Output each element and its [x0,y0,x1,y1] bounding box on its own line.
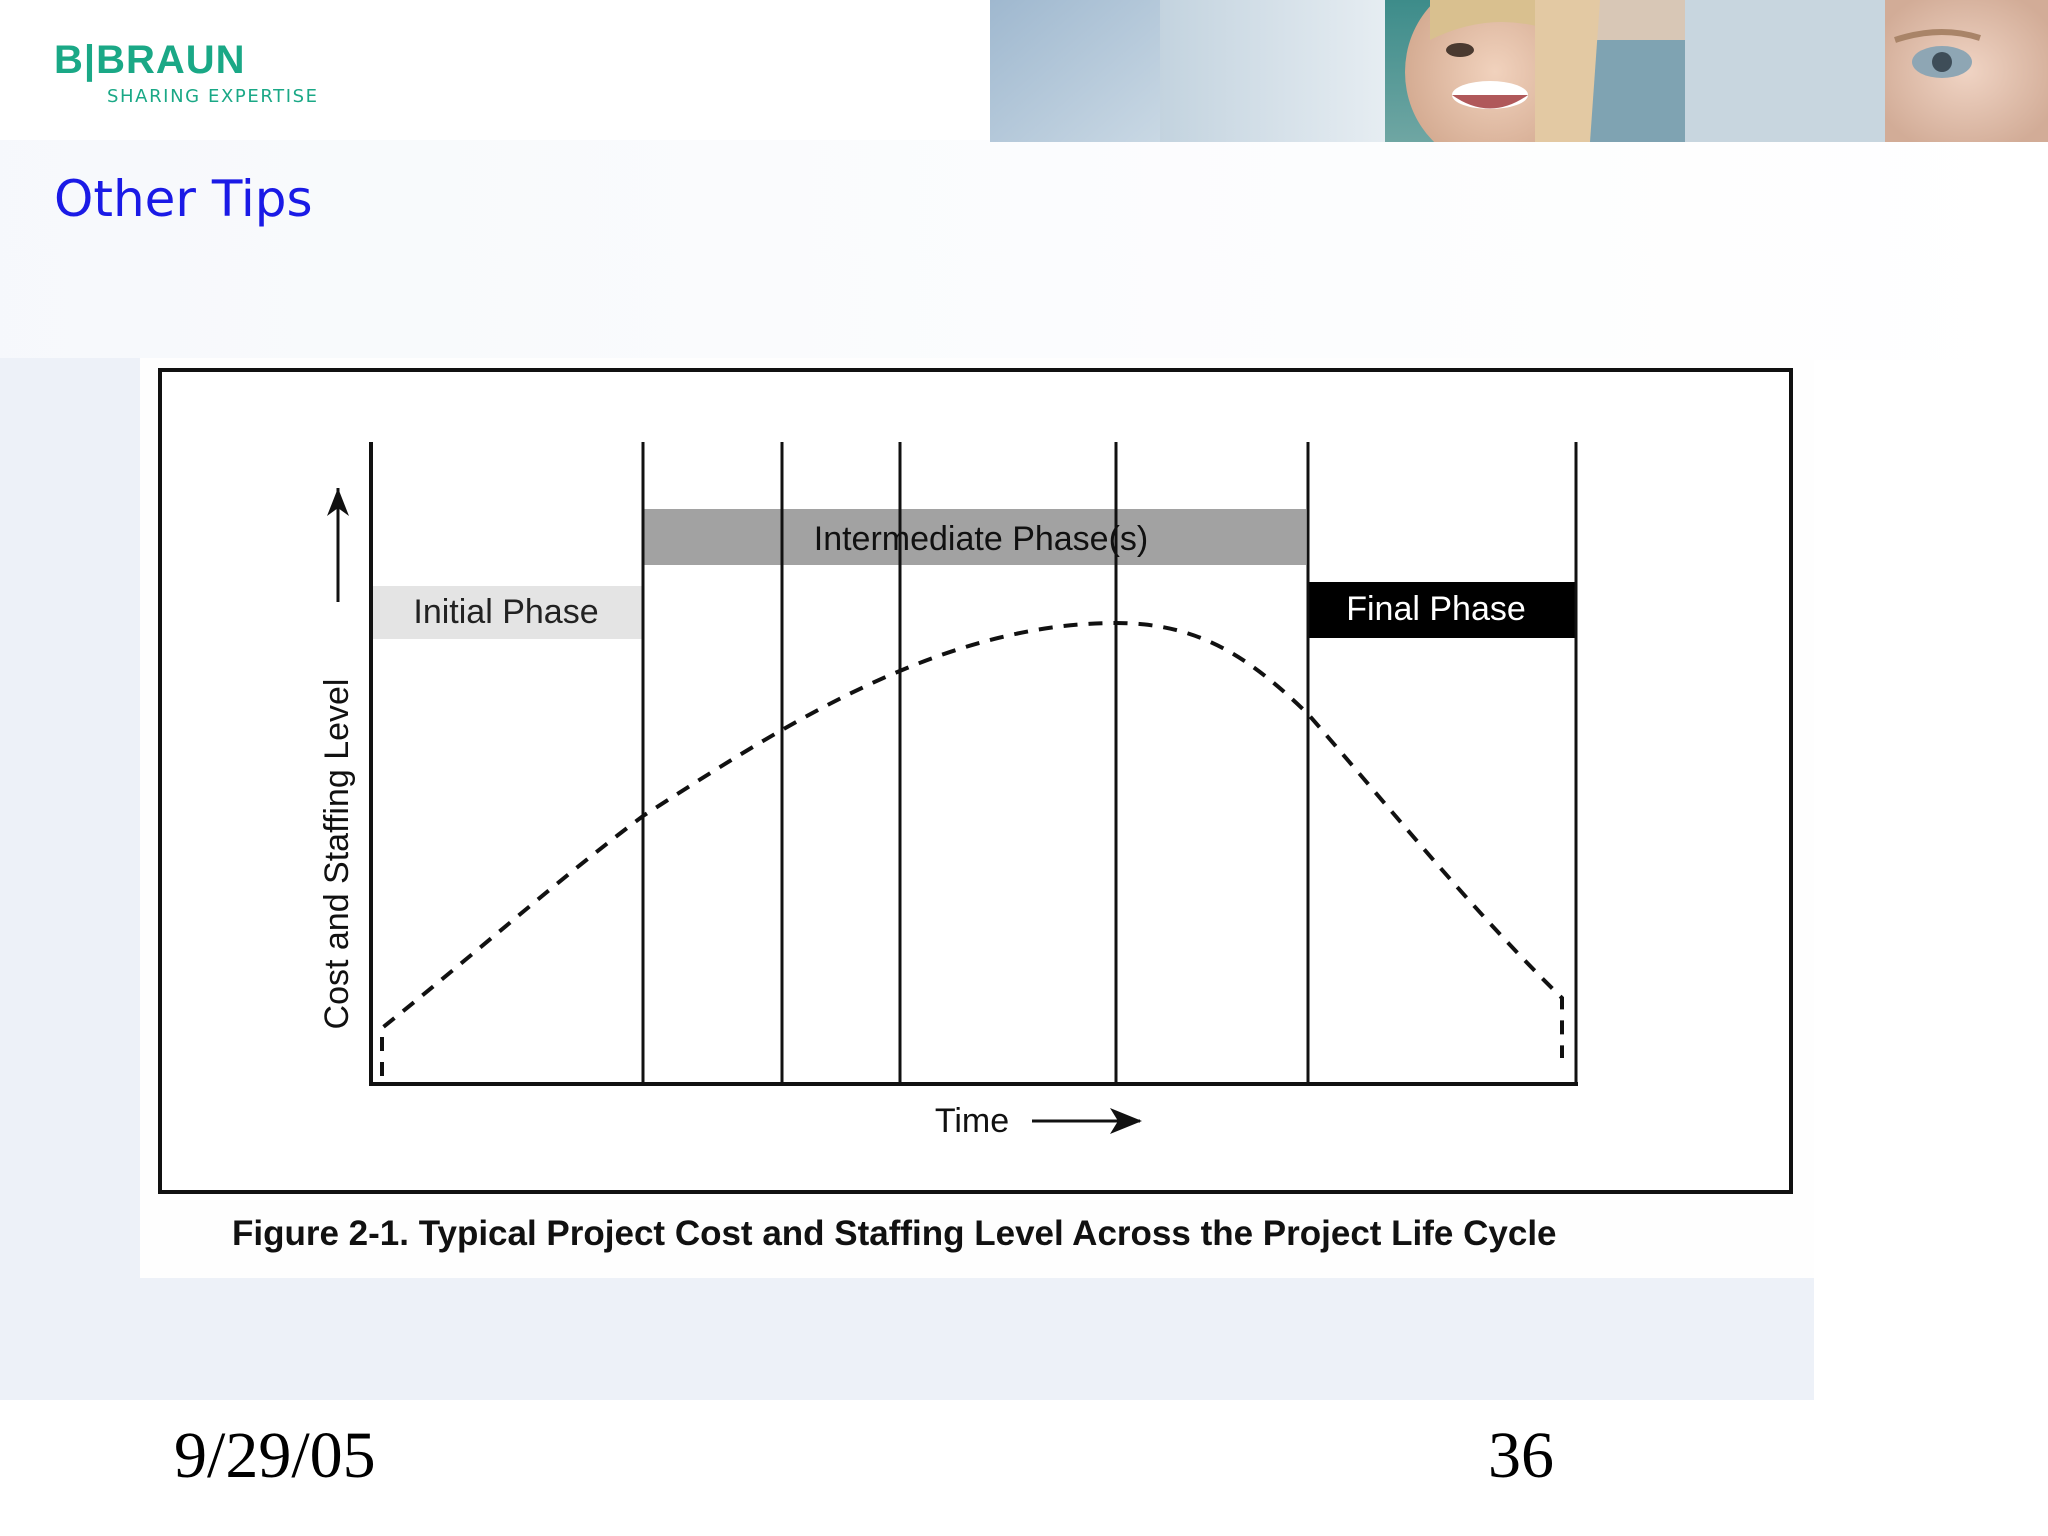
figure-caption: Figure 2-1. Typical Project Cost and Sta… [232,1214,1557,1253]
slide-title: Other Tips [54,170,313,228]
y-axis-label: Cost and Staffing Level [318,679,356,1030]
footer-page-number: 36 [1488,1419,1554,1492]
header-photo-image [990,0,2048,142]
initial-phase-label: Initial Phase [413,593,598,631]
cost-staffing-curve [380,620,1564,1076]
x-axis-label: Time [935,1102,1009,1140]
x-axis-arrow-head [1110,1108,1142,1134]
project-lifecycle-diagram: Initial Phase Intermediate Phase(s) Fina… [158,368,1793,1194]
initial-phase-band [372,586,642,639]
final-phase-band [1308,582,1575,638]
figure-panel: Initial Phase Intermediate Phase(s) Fina… [140,358,1814,1278]
final-phase-label: Final Phase [1346,590,1526,628]
header-photo-strip [990,0,2048,142]
company-logo: B|BRAUN SHARING EXPERTISE [54,38,334,118]
figure-frame [158,368,1793,1194]
y-axis-arrow-head [327,488,349,516]
logo-tagline: SHARING EXPERTISE [107,86,319,107]
intermediate-phase-band [644,509,1306,565]
intermediate-phase-label: Intermediate Phase(s) [814,520,1149,558]
logo-wordmark: B|BRAUN [54,38,246,82]
footer-date: 9/29/05 [174,1419,376,1492]
